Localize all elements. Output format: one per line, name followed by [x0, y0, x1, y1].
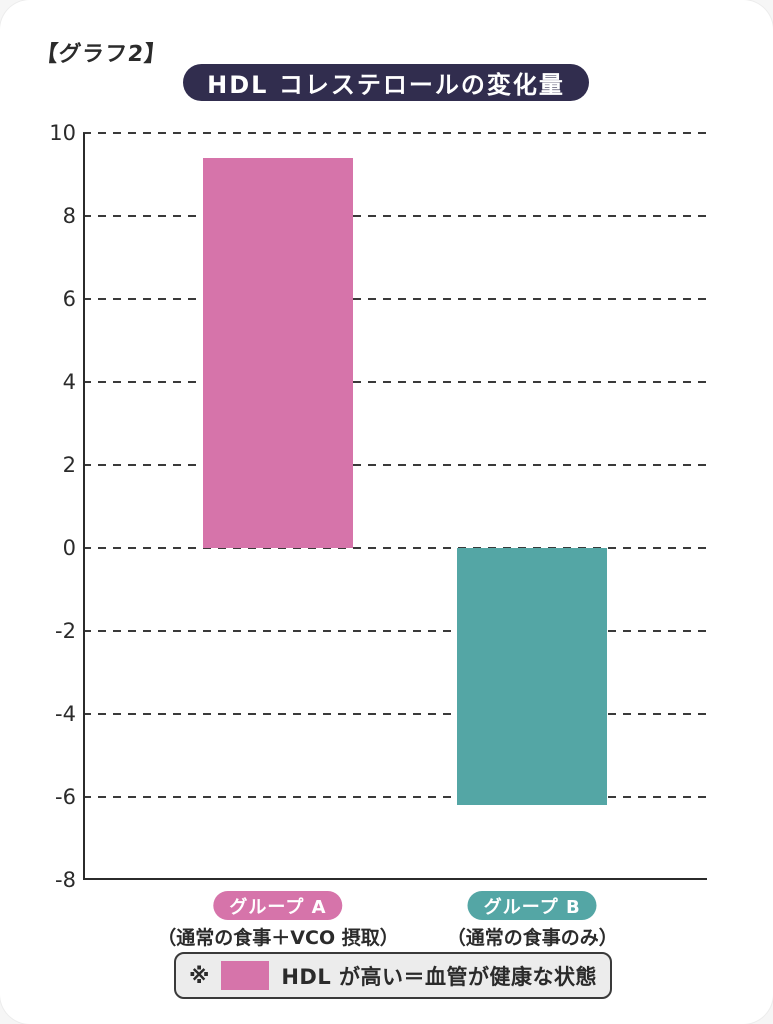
legend-note-mark: ※ — [188, 963, 210, 988]
gridline-y--2 — [83, 630, 707, 632]
category-caption: （通常の食事のみ） — [446, 927, 618, 949]
gridline-y--4 — [83, 713, 707, 715]
category-pill: グループ A — [213, 891, 343, 920]
bar-group-b — [457, 548, 608, 806]
x-axis-line — [83, 878, 707, 880]
gridline-y-10 — [83, 132, 707, 134]
y-tick-label: 10 — [49, 121, 76, 145]
gridline-y--6 — [83, 796, 707, 798]
y-tick-label: 6 — [62, 287, 76, 311]
y-tick-label: 0 — [62, 536, 76, 560]
y-axis-line — [83, 133, 85, 880]
chart-title: HDL コレステロールの変化量 — [207, 71, 565, 99]
y-tick-label: 2 — [62, 453, 76, 477]
y-tick-label: -4 — [55, 702, 76, 726]
gridline-y-0 — [83, 547, 707, 549]
y-tick-label: 4 — [62, 370, 76, 394]
gridline-y-6 — [83, 298, 707, 300]
y-tick-label: 8 — [62, 204, 76, 228]
legend-text: HDL が高い＝血管が健康な状態 — [281, 964, 598, 989]
y-tick-label: -2 — [55, 619, 76, 643]
category-label-group-b: グループ B （通常の食事のみ） — [447, 891, 618, 950]
category-caption: （通常の食事＋VCO 摂取） — [157, 927, 399, 949]
category-pill: グループ B — [467, 891, 597, 920]
chart-title-pill: HDL コレステロールの変化量 — [183, 64, 589, 101]
legend-color-swatch — [221, 961, 270, 990]
y-tick-label: -8 — [55, 868, 76, 892]
gridline-y-4 — [83, 381, 707, 383]
legend-box: ※ HDL が高い＝血管が健康な状態 — [174, 952, 612, 999]
gridline-y-2 — [83, 464, 707, 466]
gridline-y-8 — [83, 215, 707, 217]
category-label-group-a: グループ A （通常の食事＋VCO 摂取） — [157, 891, 399, 950]
bar-group-a — [203, 157, 353, 548]
y-tick-label: -6 — [55, 785, 76, 809]
